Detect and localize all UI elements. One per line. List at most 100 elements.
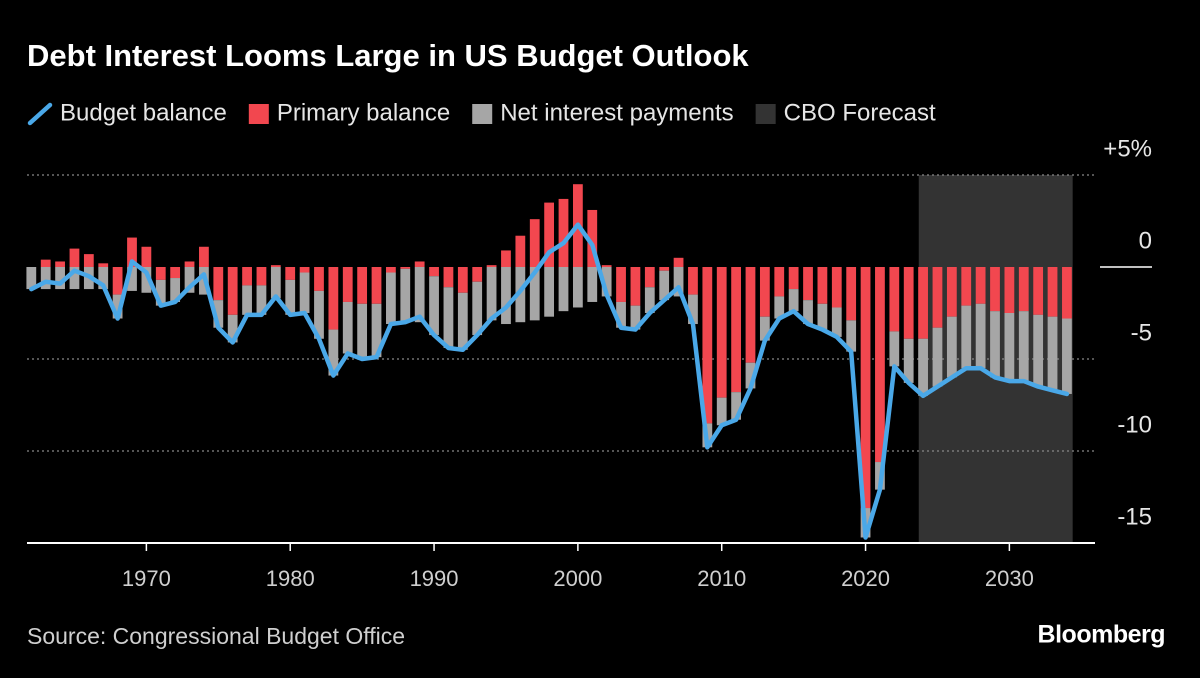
x-tick-label: 2030 [985,566,1034,591]
bar [1004,313,1015,382]
bar [601,267,612,297]
bar [846,267,857,321]
bar [630,267,641,306]
bar [932,327,943,387]
bar [587,267,598,302]
bar [946,316,957,378]
bar [457,267,468,293]
bar [127,267,137,291]
bar [673,257,684,267]
bar [155,267,166,280]
bar [903,267,914,339]
bar [256,267,267,286]
bar [501,267,511,325]
bar [40,267,51,290]
bar [860,267,871,509]
bar [1047,316,1058,391]
y-tick-label: +5% [1103,135,1152,162]
bar [371,303,382,358]
x-tick-label: 1990 [410,566,459,591]
bar [299,267,310,273]
bar [270,265,281,267]
y-tick-label: 0 [1139,227,1152,254]
legend-swatch [472,104,493,124]
bar [472,281,483,336]
bar [69,248,80,267]
bar [1033,314,1044,387]
bar [112,294,123,319]
bar [659,270,670,301]
bar [55,261,65,267]
bar [831,267,842,308]
legend-swatch [27,102,53,126]
x-tick-label: 2010 [697,566,746,591]
bar [688,294,698,325]
bar [1062,318,1072,394]
bar [529,219,540,267]
bar [846,320,857,352]
bar [270,267,281,299]
bar [515,267,526,323]
bar [961,305,972,369]
bar [213,300,224,328]
bar [673,267,684,297]
bar [803,267,813,301]
bar [745,362,756,389]
bar [817,303,828,330]
bar [688,267,698,295]
bar [227,267,238,315]
bar [414,261,425,267]
bar [400,268,411,323]
bar [889,267,900,332]
x-tick-label: 1970 [122,566,171,591]
legend-label: Net interest payments [500,99,733,126]
bar [328,267,339,330]
bar [155,279,166,306]
bar [371,267,382,304]
bar [529,267,540,321]
bar [457,292,468,350]
bar [903,338,914,383]
bar [98,263,109,267]
bar [386,267,396,273]
bar [831,307,842,337]
bar [716,397,727,426]
bar [242,285,252,315]
bar [170,278,181,302]
legend-swatch [755,104,776,124]
legend-label: Budget balance [60,99,227,126]
bar [975,267,986,304]
bar [285,279,296,315]
line [29,222,1070,540]
legend-label: Primary balance [277,99,450,126]
bar [1047,267,1058,317]
bar [616,301,626,328]
bar [285,267,296,280]
bar [1018,267,1029,312]
bar [83,254,94,267]
bar [817,267,828,304]
bar [26,267,37,290]
bar [745,267,756,363]
x-tick-label: 1980 [266,566,315,591]
x-tick-label: 2020 [841,566,890,591]
bar [429,276,439,336]
bar [242,267,252,286]
bar [644,267,655,288]
bar [558,198,569,267]
bar [342,267,353,302]
bar [69,267,80,290]
logo: Bloomberg [1038,621,1165,649]
bar [659,267,670,271]
y-tick-label: -5 [1131,319,1152,346]
bar [889,331,900,367]
bar [184,267,195,293]
bar [875,267,885,463]
bar [256,285,267,315]
bar [630,305,641,330]
bar [803,300,813,325]
bar [990,267,1000,312]
bar [759,316,770,341]
bar [443,287,454,348]
bar [587,209,598,267]
